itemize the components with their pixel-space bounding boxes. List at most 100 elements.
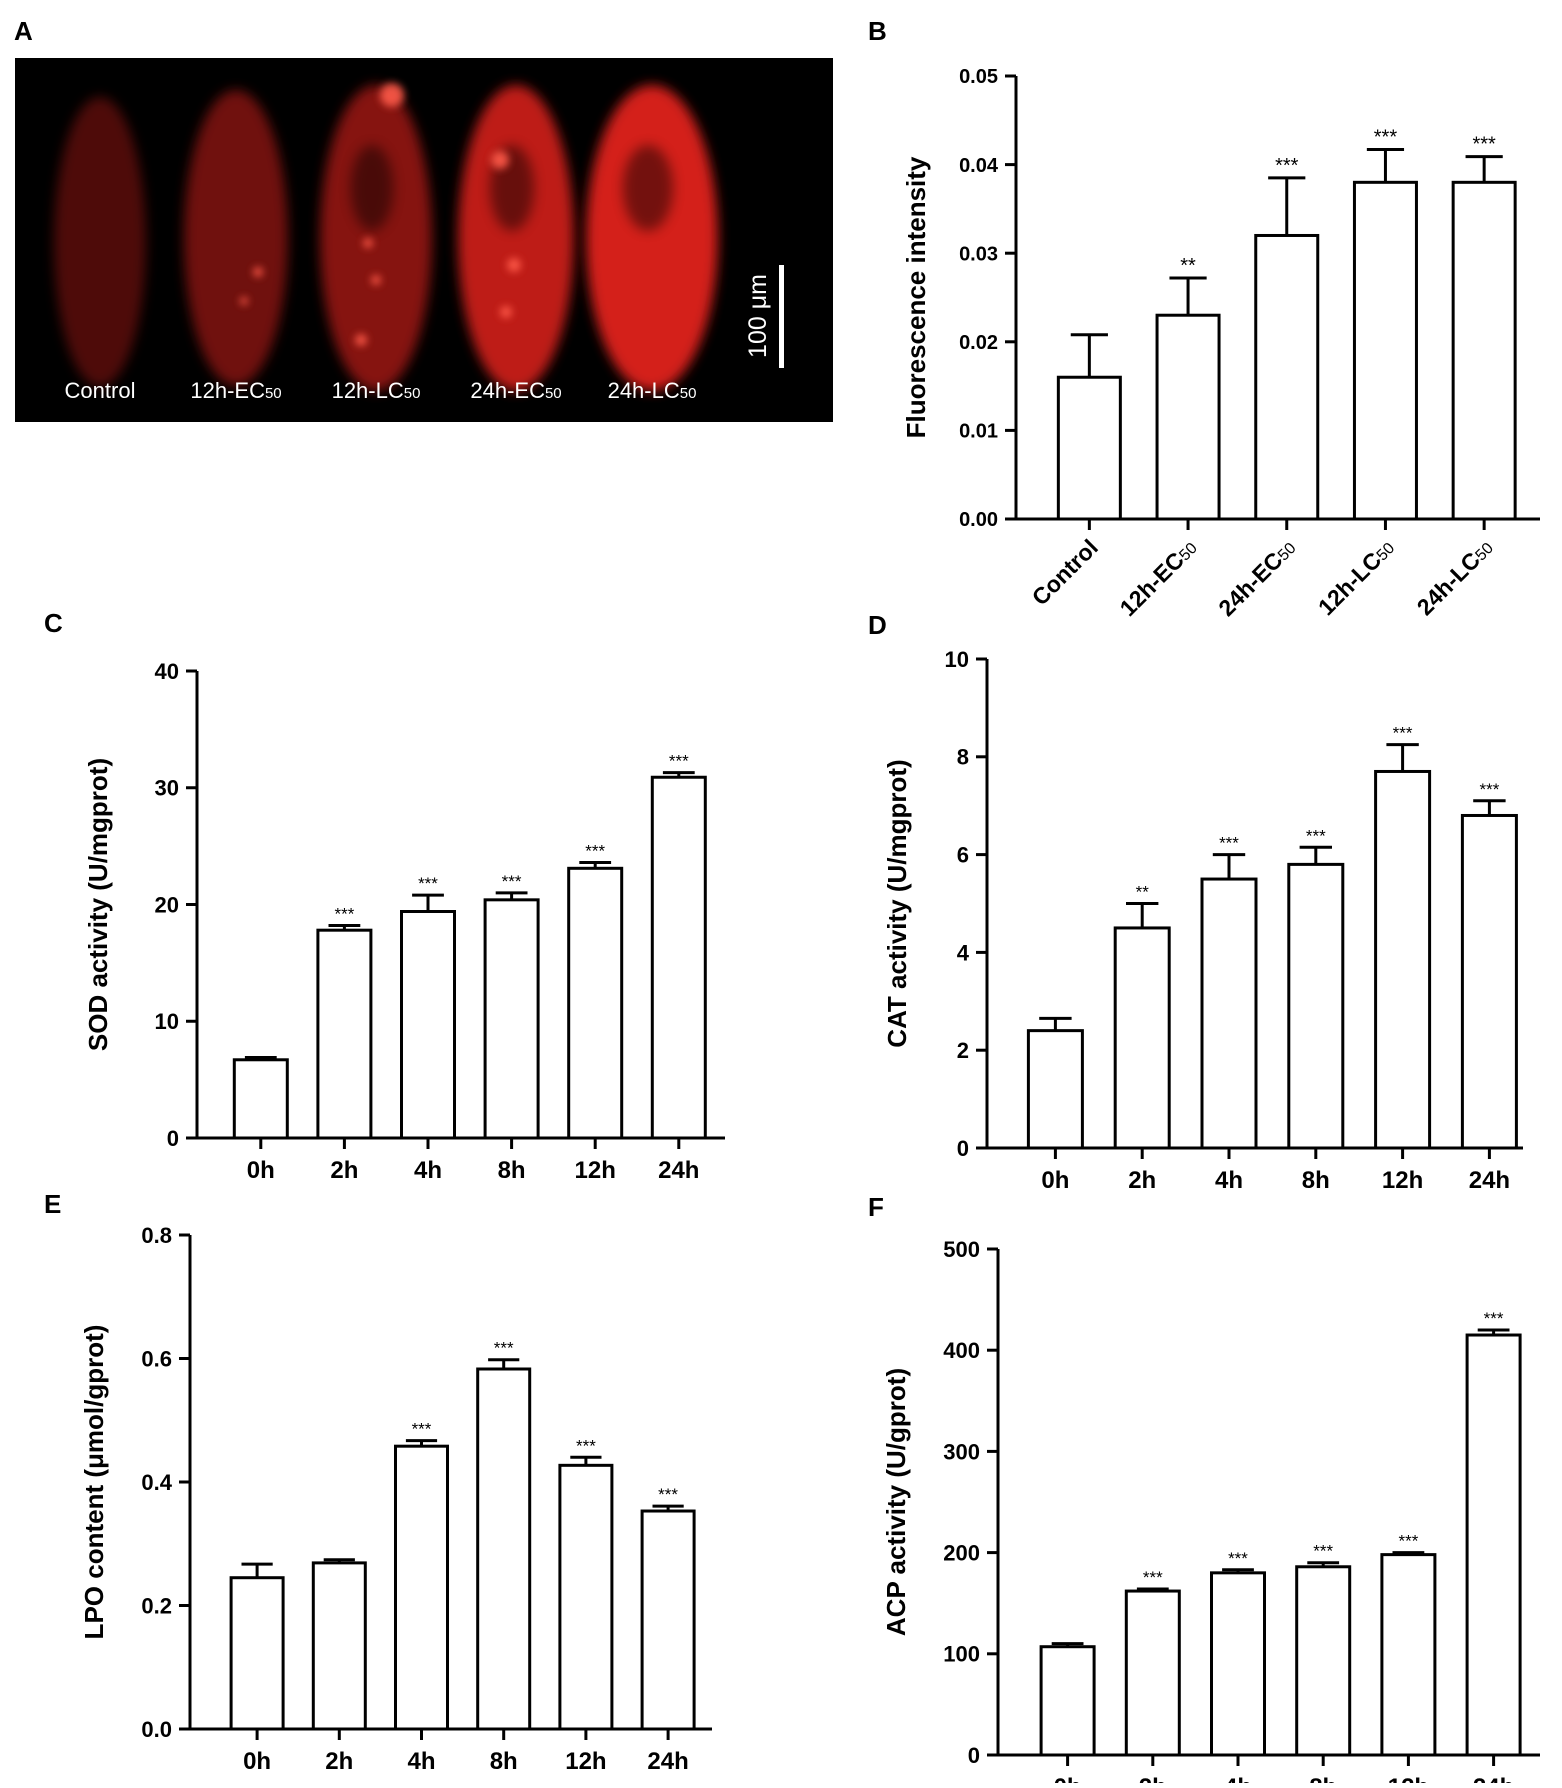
bar-0h xyxy=(229,1576,285,1731)
y-axis-label: Fluorescence intensity xyxy=(901,156,931,438)
y-tick-label: 30 xyxy=(155,776,179,801)
bar-12h-EC50 xyxy=(1155,313,1221,521)
cell-4: 24h-EC50 xyxy=(458,85,574,403)
x-tick-label: 12h xyxy=(575,1157,616,1184)
x-tick-label: 24h xyxy=(1469,1167,1510,1194)
significance-marker: *** xyxy=(1313,1542,1333,1561)
y-tick-label: 2 xyxy=(957,1038,969,1063)
x-tick-label: 12h xyxy=(565,1748,606,1775)
y-tick-label: 0.04 xyxy=(959,155,999,177)
y-tick-label: 0 xyxy=(167,1126,179,1151)
x-tick-label: 4h xyxy=(414,1157,442,1184)
bar-0h xyxy=(232,1058,289,1140)
cell-nucleus-shadow xyxy=(350,145,394,231)
cell-body xyxy=(184,90,288,386)
cell-2: 12h-EC50 xyxy=(184,90,288,403)
x-tick-label: 24h-LC50 xyxy=(1412,534,1498,620)
y-tick-label: 0.01 xyxy=(959,421,998,443)
x-tick-label: 4h xyxy=(407,1748,435,1775)
y-tick-label: 0.00 xyxy=(959,509,998,531)
significance-marker: *** xyxy=(576,1436,596,1455)
y-tick-label: 4 xyxy=(957,940,970,965)
x-tick-label: 8h xyxy=(498,1157,526,1184)
bar-0h xyxy=(1026,1029,1084,1150)
x-tick-label: 2h xyxy=(325,1748,353,1775)
chart-b-fluorescence: 0.00 0.01 0.02 0.03 0.04 0.05 Fluorescence int… xyxy=(901,66,1540,621)
significance-marker: *** xyxy=(1479,780,1499,799)
y-tick-label: 0.0 xyxy=(141,1717,172,1742)
fluorescent-spot xyxy=(491,151,509,169)
panel-label-a: A xyxy=(14,16,33,46)
y-tick-label: 10 xyxy=(945,647,969,672)
cell-body xyxy=(320,85,432,391)
significance-marker: ** xyxy=(1180,255,1196,277)
x-tick-label: 0h xyxy=(1041,1167,1069,1194)
panel-label-e: E xyxy=(44,1189,61,1219)
bar-4h xyxy=(400,910,456,1140)
significance-marker: *** xyxy=(1143,1568,1163,1587)
y-tick-label: 0.02 xyxy=(959,332,998,354)
significance-marker: *** xyxy=(669,752,689,771)
x-tick-label: 8h xyxy=(1309,1774,1337,1783)
y-tick-label: 500 xyxy=(943,1237,980,1262)
y-axis-label: ACP activity (U/gprot) xyxy=(881,1368,911,1636)
significance-marker: *** xyxy=(502,872,522,891)
cell-label: 24h-EC50 xyxy=(470,378,561,403)
y-tick-label: 300 xyxy=(943,1439,980,1464)
y-axis-label: CAT activity (U/mgprot) xyxy=(882,759,912,1047)
significance-marker: *** xyxy=(412,1420,432,1439)
y-tick-label: 0.6 xyxy=(141,1346,172,1371)
cell-label: 24h-LC50 xyxy=(608,378,697,403)
fluorescent-spot xyxy=(371,275,381,285)
cell-body xyxy=(54,97,146,387)
cell-1: Control xyxy=(54,97,146,403)
y-tick-label: 100 xyxy=(943,1642,980,1667)
bar-4h xyxy=(1210,1571,1266,1757)
chart-e-lpo: 0.0 0.2 0.4 0.6 0.8 LPO content (μmol/gprot) 0… xyxy=(79,1223,712,1775)
cell-body xyxy=(458,85,574,391)
bar-24h xyxy=(1460,813,1518,1150)
panel-a: A Control 12h-EC50 12h-LC50 24h-EC50 24h-LC5… xyxy=(14,16,833,422)
x-tick-label: 4h xyxy=(1215,1167,1243,1194)
significance-marker: *** xyxy=(1374,127,1398,149)
cell-5: 24h-LC50 xyxy=(586,85,718,403)
significance-marker: *** xyxy=(1275,155,1299,177)
y-tick-label: 0.8 xyxy=(141,1223,172,1248)
significance-marker: *** xyxy=(1472,134,1496,156)
y-tick-label: 0.05 xyxy=(959,66,998,88)
y-tick-label: 8 xyxy=(957,745,969,770)
cell-label: Control xyxy=(65,378,136,403)
bar-8h xyxy=(1287,862,1345,1150)
chart-c-sod: 0 10 20 30 40 SOD activity (U/mgprot) 0h *** 2h *… xyxy=(83,659,725,1184)
bar-2h xyxy=(311,1561,367,1731)
bar-8h xyxy=(476,1367,532,1731)
significance-marker: *** xyxy=(1484,1309,1504,1328)
x-tick-label: 12h-LC50 xyxy=(1313,534,1399,620)
y-tick-label: 0.4 xyxy=(141,1470,172,1495)
fluorescent-spot xyxy=(500,306,512,318)
y-tick-label: 200 xyxy=(943,1541,980,1566)
significance-marker: *** xyxy=(658,1485,678,1504)
x-tick-label: 24h xyxy=(647,1748,688,1775)
panel-label-f: F xyxy=(868,1192,884,1222)
y-tick-label: 0 xyxy=(968,1743,980,1768)
panel-label-c: C xyxy=(44,608,63,638)
significance-marker: *** xyxy=(1228,1549,1248,1568)
bar-Control xyxy=(1056,375,1122,521)
bar-12h xyxy=(567,866,624,1140)
bar-24h xyxy=(650,775,707,1140)
y-axis-label: LPO content (μmol/gprot) xyxy=(79,1325,109,1640)
x-tick-label: 12h xyxy=(1388,1774,1429,1783)
fluorescent-spot xyxy=(507,258,521,272)
significance-marker: *** xyxy=(1306,826,1326,845)
y-tick-label: 0.03 xyxy=(959,243,998,265)
bar-12h xyxy=(558,1463,614,1731)
bar-4h xyxy=(394,1444,449,1731)
y-tick-label: 400 xyxy=(943,1338,980,1363)
fluorescent-spot xyxy=(240,297,248,305)
x-tick-label: 12h-EC50 xyxy=(1115,534,1202,621)
bar-12h xyxy=(1374,769,1432,1150)
bar-12h-LC50 xyxy=(1352,180,1418,521)
chart-d-cat: 0 2 4 6 8 10 CAT activity (U/mgprot) 0h ** 2h *** 4… xyxy=(882,647,1523,1194)
